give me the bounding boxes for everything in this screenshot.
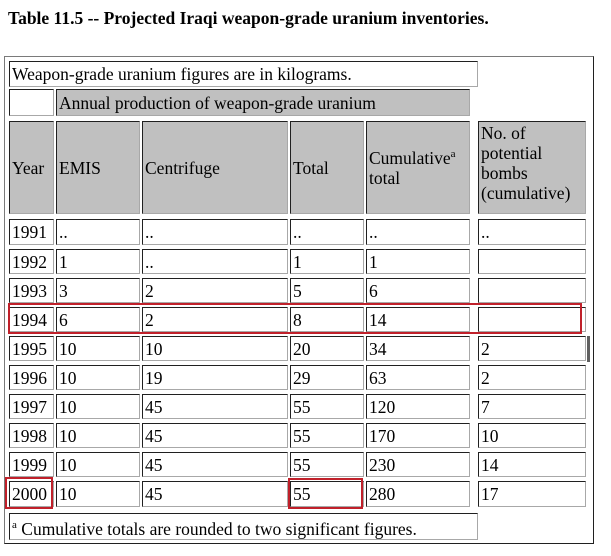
cell-centrifuge: 10: [142, 336, 288, 361]
cell-cumulative: 1: [366, 249, 470, 274]
cell-centrifuge: ..: [142, 249, 288, 274]
cell-total: 55: [290, 481, 364, 507]
cell-centrifuge: 19: [142, 365, 288, 390]
annual-production-header: Annual production of weapon-grade uraniu…: [56, 89, 470, 116]
cumulative-total-header: Cumulativea total: [366, 121, 470, 214]
cell-centrifuge: ..: [142, 219, 288, 245]
cell-bombs: 2: [478, 336, 586, 361]
cell-bombs: ..: [478, 219, 586, 245]
cell-bombs: 17: [478, 481, 586, 507]
cell-cumulative: 14: [366, 307, 470, 332]
cell-bombs: [478, 278, 586, 303]
cell-centrifuge: 45: [142, 452, 288, 477]
cell-total: 55: [290, 394, 364, 419]
cell-year: 1998: [9, 423, 54, 448]
footnote-ref: a: [450, 147, 456, 160]
cell-cumulative: 170: [366, 423, 470, 448]
cell-emis: 10: [56, 336, 140, 361]
cell-bombs: [478, 307, 586, 332]
data-table: [4, 56, 594, 544]
cell-year: 1995: [9, 336, 54, 361]
year-header: Year: [9, 121, 54, 214]
cell-bombs: 2: [478, 365, 586, 390]
cell-centrifuge: 2: [142, 278, 288, 303]
cell-emis: 1: [56, 249, 140, 274]
emis-header: EMIS: [56, 121, 140, 214]
cell-cumulative: 230: [366, 452, 470, 477]
cell-emis: 10: [56, 365, 140, 390]
total-header: Total: [290, 121, 364, 214]
cell-bombs: 10: [478, 423, 586, 448]
cell-year: 1997: [9, 394, 54, 419]
cell-total: 5: [290, 278, 364, 303]
cell-cumulative: 63: [366, 365, 470, 390]
cumulative-label: Cumulative: [369, 147, 451, 168]
cell-cumulative: 6: [366, 278, 470, 303]
empty-header-cell: [9, 89, 54, 116]
cell-year: 1996: [9, 365, 54, 390]
scroll-indicator: [587, 336, 590, 362]
cell-total: 1: [290, 249, 364, 274]
cell-centrifuge: 2: [142, 307, 288, 332]
cell-emis: 10: [56, 423, 140, 448]
cell-bombs: [478, 249, 586, 274]
cell-cumulative: 280: [366, 481, 470, 507]
cumulative-label-2: total: [369, 167, 401, 188]
cell-emis: ..: [56, 219, 140, 245]
cell-emis: 6: [56, 307, 140, 332]
cell-year: 1999: [9, 452, 54, 477]
cell-year: 1992: [9, 249, 54, 274]
cell-cumulative: 120: [366, 394, 470, 419]
units-note: Weapon-grade uranium figures are in kilo…: [9, 61, 478, 87]
potential-bombs-header: No. of potential bombs (cumulative): [478, 121, 586, 214]
cell-bombs: 7: [478, 394, 586, 419]
cell-cumulative: ..: [366, 219, 470, 245]
cell-emis: 10: [56, 394, 140, 419]
cell-bombs: 14: [478, 452, 586, 477]
cell-cumulative: 34: [366, 336, 470, 361]
footnote: a Cumulative totals are rounded to two s…: [9, 513, 478, 540]
centrifuge-header: Centrifuge: [142, 121, 288, 214]
cell-year: 1993: [9, 278, 54, 303]
cell-year: 2000: [9, 481, 54, 507]
cell-total: 8: [290, 307, 364, 332]
cell-total: ..: [290, 219, 364, 245]
cell-centrifuge: 45: [142, 423, 288, 448]
cell-total: 55: [290, 452, 364, 477]
cell-emis: 10: [56, 481, 140, 507]
cell-total: 29: [290, 365, 364, 390]
cell-emis: 3: [56, 278, 140, 303]
cell-emis: 10: [56, 452, 140, 477]
cell-centrifuge: 45: [142, 394, 288, 419]
table-title: Table 11.5 -- Projected Iraqi weapon-gra…: [8, 8, 489, 28]
footnote-marker: a: [12, 519, 17, 532]
cell-total: 55: [290, 423, 364, 448]
cell-centrifuge: 45: [142, 481, 288, 507]
cell-year: 1994: [9, 307, 54, 332]
cell-total: 20: [290, 336, 364, 361]
cell-year: 1991: [9, 219, 54, 245]
footnote-text: Cumulative totals are rounded to two sig…: [21, 519, 417, 539]
